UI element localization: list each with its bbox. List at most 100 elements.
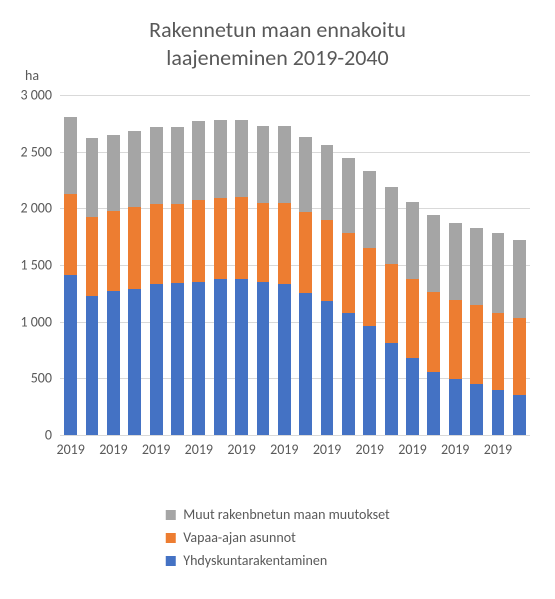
bar-slot	[124, 95, 145, 435]
x-tick-label: 2019	[313, 435, 341, 458]
y-tick-label: 1 500	[20, 257, 60, 274]
bar-slot: 2019	[145, 95, 166, 435]
bar	[385, 187, 398, 435]
x-tick-label: 2019	[356, 435, 384, 458]
y-tick-label: 500	[31, 370, 60, 387]
bar-slot	[509, 95, 530, 435]
bar-segment-vapaa_ajan_asunnot	[150, 204, 163, 284]
bar-segment-yhdyskuntarakentaminen	[64, 275, 77, 435]
bar	[492, 233, 505, 435]
chart-title-line2: laajeneminen 2019-2040	[166, 44, 388, 71]
bar	[449, 223, 462, 435]
bar	[86, 138, 99, 435]
legend-item-vapaa_ajan_asunnot: Vapaa-ajan asunnot	[165, 529, 389, 546]
bar-slot: 2019	[445, 95, 466, 435]
bar-segment-muut_muutokset	[427, 215, 440, 292]
bar-slot: 2019	[359, 95, 380, 435]
bar-segment-vapaa_ajan_asunnot	[321, 220, 334, 302]
bar-segment-yhdyskuntarakentaminen	[86, 296, 99, 435]
bar-segment-muut_muutokset	[235, 120, 248, 197]
bar	[470, 228, 483, 435]
bar-segment-vapaa_ajan_asunnot	[299, 212, 312, 294]
bar-segment-muut_muutokset	[299, 137, 312, 212]
bar-slot: 2019	[231, 95, 252, 435]
bars-row: 2019201920192019201920192019201920192019…	[60, 95, 530, 435]
bar-segment-vapaa_ajan_asunnot	[363, 248, 376, 326]
bar	[128, 131, 141, 435]
bar-segment-vapaa_ajan_asunnot	[342, 233, 355, 312]
bar-segment-muut_muutokset	[513, 240, 526, 318]
chart-title: Rakennetun maan ennakoitu laajeneminen 2…	[0, 16, 555, 71]
x-tick-label: 2019	[142, 435, 170, 458]
bar-segment-yhdyskuntarakentaminen	[257, 282, 270, 435]
bar-segment-vapaa_ajan_asunnot	[214, 198, 227, 278]
bar-segment-vapaa_ajan_asunnot	[278, 203, 291, 285]
bar	[235, 120, 248, 435]
bar-segment-muut_muutokset	[385, 187, 398, 264]
bar	[513, 240, 526, 435]
bar-segment-yhdyskuntarakentaminen	[128, 289, 141, 435]
bar-segment-vapaa_ajan_asunnot	[64, 194, 77, 276]
bar	[299, 137, 312, 435]
bar	[150, 127, 163, 435]
bar-slot	[466, 95, 487, 435]
bar	[427, 215, 440, 435]
bar-segment-yhdyskuntarakentaminen	[171, 283, 184, 435]
chart-title-line1: Rakennetun maan ennakoitu	[149, 16, 406, 43]
bar-segment-vapaa_ajan_asunnot	[470, 305, 483, 384]
bar	[363, 171, 376, 435]
bar	[192, 121, 205, 435]
bar	[406, 202, 419, 435]
bar-segment-vapaa_ajan_asunnot	[513, 318, 526, 395]
bar-segment-muut_muutokset	[492, 233, 505, 312]
bar-segment-muut_muutokset	[64, 117, 77, 194]
bar-segment-yhdyskuntarakentaminen	[235, 279, 248, 435]
x-tick-label: 2019	[441, 435, 469, 458]
legend-label: Yhdyskuntarakentaminen	[183, 552, 327, 569]
bar	[64, 117, 77, 435]
bar-segment-muut_muutokset	[107, 135, 120, 211]
bar-slot	[423, 95, 444, 435]
bar-slot: 2019	[274, 95, 295, 435]
bar-segment-yhdyskuntarakentaminen	[406, 358, 419, 435]
y-tick-label: 3 000	[20, 87, 60, 104]
x-tick-label: 2019	[484, 435, 512, 458]
bar	[278, 126, 291, 435]
legend-item-yhdyskuntarakentaminen: Yhdyskuntarakentaminen	[165, 552, 389, 569]
plot-area: 05001 0001 5002 0002 5003 00020192019201…	[60, 95, 530, 435]
bar-segment-vapaa_ajan_asunnot	[128, 207, 141, 289]
bar-segment-yhdyskuntarakentaminen	[278, 284, 291, 435]
bar-slot	[210, 95, 231, 435]
bar	[321, 145, 334, 435]
legend-item-muut_muutokset: Muut rakenbnetun maan muutokset	[165, 506, 389, 523]
bar-segment-muut_muutokset	[192, 121, 205, 200]
bar-segment-vapaa_ajan_asunnot	[385, 264, 398, 343]
x-tick-label: 2019	[56, 435, 84, 458]
bar-segment-vapaa_ajan_asunnot	[86, 217, 99, 295]
x-tick-label: 2019	[270, 435, 298, 458]
bar-segment-yhdyskuntarakentaminen	[342, 313, 355, 435]
bar-segment-muut_muutokset	[214, 120, 227, 198]
bar-segment-vapaa_ajan_asunnot	[427, 292, 440, 371]
legend-swatch	[165, 533, 175, 543]
bar-segment-vapaa_ajan_asunnot	[449, 300, 462, 379]
chart-container: Rakennetun maan ennakoitu laajeneminen 2…	[0, 0, 555, 599]
bar-segment-yhdyskuntarakentaminen	[385, 343, 398, 435]
x-tick-label: 2019	[227, 435, 255, 458]
bar-segment-yhdyskuntarakentaminen	[192, 282, 205, 435]
bar-slot: 2019	[316, 95, 337, 435]
bar-segment-vapaa_ajan_asunnot	[492, 313, 505, 390]
bar-segment-muut_muutokset	[342, 158, 355, 233]
bar	[257, 126, 270, 435]
y-tick-label: 2 000	[20, 200, 60, 217]
bar-slot: 2019	[402, 95, 423, 435]
bar-segment-muut_muutokset	[150, 127, 163, 204]
bar-segment-yhdyskuntarakentaminen	[321, 301, 334, 435]
bar-segment-yhdyskuntarakentaminen	[427, 372, 440, 435]
bar-segment-muut_muutokset	[257, 126, 270, 203]
bar	[214, 120, 227, 435]
legend-label: Muut rakenbnetun maan muutokset	[183, 506, 389, 523]
bar-segment-muut_muutokset	[470, 228, 483, 305]
y-axis-unit: ha	[25, 67, 39, 84]
bar-slot: 2019	[103, 95, 124, 435]
